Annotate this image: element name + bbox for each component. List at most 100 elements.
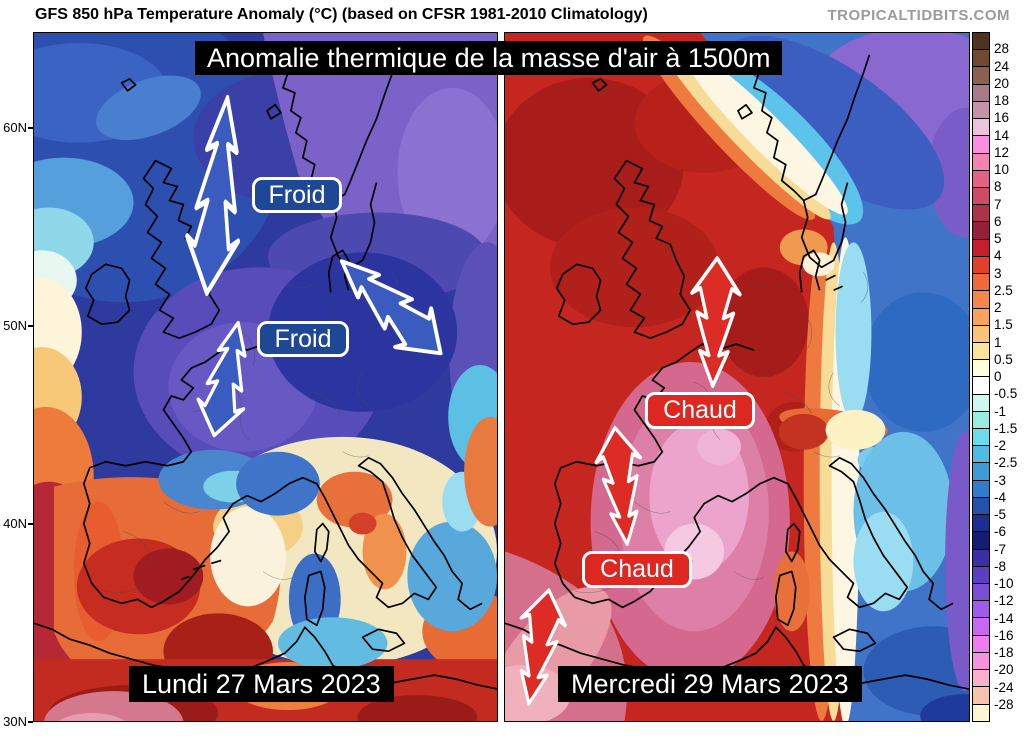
headline-banner: Anomalie thermique de la masse d'air à 1…	[195, 41, 783, 75]
colorbar-labels: 28 24 20 18 16 14 12 10 8 7 6 5 4 3 2.5 2 1.5 1 0.5 0 -0.5 -1…	[994, 32, 1024, 722]
colorbar-tick-label: -2.5	[994, 455, 1018, 471]
colorbar-tick-label: 24	[994, 58, 1010, 74]
colorbar-segment	[973, 462, 989, 480]
colorbar-segment	[973, 307, 989, 325]
colorbar-segment	[973, 221, 989, 239]
cold-label: Froid	[252, 177, 342, 213]
colorbar-segment	[973, 238, 989, 256]
colorbar-segment	[973, 66, 989, 84]
colorbar-segment	[973, 83, 989, 101]
colorbar-segment	[973, 651, 989, 670]
colorbar-tick-label: -18	[994, 645, 1014, 660]
latitude-tick	[28, 523, 33, 525]
cold-label: Froid	[257, 321, 349, 357]
colorbar-segment	[973, 49, 989, 67]
latitude-tick-label: 30N	[3, 714, 27, 729]
colorbar-tick-label: 10	[994, 162, 1010, 177]
latitude-tick-label: 60N	[3, 120, 27, 135]
colorbar-tick-label: 7	[994, 196, 1002, 212]
colorbar-tick-label: 2.5	[994, 282, 1013, 298]
site-watermark: TROPICALTIDBITS.COM	[827, 7, 1010, 24]
latitude-tick-label: 50N	[3, 318, 27, 333]
colorbar-tick-label: -0.5	[994, 386, 1018, 402]
colorbar-tick-label: 3	[994, 265, 1002, 281]
colorbar-segment	[973, 669, 989, 687]
colorbar-segment	[973, 600, 989, 618]
colorbar-tick-label: -1	[994, 403, 1007, 419]
latitude-tick-label: 40N	[3, 516, 27, 531]
colorbar-tick-label: 18	[994, 93, 1010, 108]
colorbar-tick-label: -14	[994, 610, 1014, 626]
colorbar-segment	[973, 204, 989, 222]
colorbar-segment	[973, 152, 989, 170]
colorbar-tick-label: 8	[994, 179, 1002, 195]
colorbar-segment	[973, 135, 989, 153]
colorbar-tick-label: 1	[994, 334, 1002, 350]
colorbar-segment	[973, 33, 989, 50]
colorbar-tick-label: 14	[994, 127, 1010, 143]
date-label-monday: Lundi 27 Mars 2023	[129, 666, 394, 702]
colorbar-segment	[973, 169, 989, 187]
colorbar-tick-label: 2	[994, 300, 1002, 315]
colorbar-tick-label: 4	[994, 248, 1002, 264]
colorbar-segment	[973, 376, 989, 394]
colorbar-segment	[973, 341, 989, 360]
colorbar-segment	[973, 617, 989, 635]
colorbar-tick-label: 20	[994, 75, 1010, 91]
colorbar-tick-label: 16	[994, 110, 1010, 126]
colorbar-tick-label: -6	[994, 524, 1007, 540]
warm-arrow	[684, 249, 747, 393]
colorbar-tick-label: -20	[994, 662, 1014, 678]
colorbar-tick-label: 28	[994, 41, 1010, 57]
colorbar-segment	[973, 496, 989, 515]
colorbar-tick-label: -4	[994, 489, 1007, 505]
colorbar-tick-label: -10	[994, 576, 1014, 591]
colorbar-tick-label: -28	[994, 696, 1014, 712]
colorbar-segment	[973, 255, 989, 274]
colorbar-segment	[973, 273, 989, 291]
colorbar-segment	[973, 186, 989, 205]
colorbar-segment	[973, 428, 989, 446]
colorbar-tick-label: 5	[994, 231, 1002, 246]
colorbar-segment	[973, 118, 989, 136]
latitude-tick	[28, 127, 33, 129]
colorbar-segment	[973, 565, 989, 583]
colorbar-segment	[973, 479, 989, 497]
warm-label: Chaud	[645, 392, 755, 429]
colorbar-tick-label: 0.5	[994, 351, 1013, 367]
colorbar-tick-label: -2	[994, 438, 1007, 453]
colorbar-tick-label: -1.5	[994, 420, 1018, 436]
temperature-field-wednesday	[505, 33, 969, 721]
colorbar-tick-label: -12	[994, 593, 1014, 609]
colorbar	[972, 32, 990, 722]
colorbar-tick-label: -5	[994, 507, 1007, 522]
temperature-field-monday	[34, 33, 497, 721]
page-title: GFS 850 hPa Temperature Anomaly (°C) (ba…	[35, 6, 648, 23]
colorbar-segment	[973, 583, 989, 601]
colorbar-tick-label: -24	[994, 679, 1014, 695]
colorbar-segment	[973, 410, 989, 429]
colorbar-segment	[973, 100, 989, 119]
latitude-tick	[28, 325, 33, 327]
colorbar-tick-label: -16	[994, 627, 1014, 643]
date-label-wednesday: Mercredi 29 Mars 2023	[558, 666, 862, 702]
colorbar-tick-label: -7	[994, 541, 1007, 557]
warm-label: Chaud	[582, 551, 692, 588]
colorbar-segment	[973, 324, 989, 342]
colorbar-tick-label: -3	[994, 472, 1007, 488]
colorbar-segment	[973, 686, 989, 704]
colorbar-segment	[973, 359, 989, 377]
colorbar-segment	[973, 634, 989, 652]
colorbar-segment	[973, 393, 989, 411]
colorbar-segment	[973, 514, 989, 532]
colorbar-segment	[973, 548, 989, 566]
colorbar-tick-label: 12	[994, 144, 1010, 160]
colorbar-segment	[973, 531, 989, 549]
colorbar-tick-label: 1.5	[994, 317, 1013, 333]
colorbar-tick-label: 0	[994, 369, 1002, 384]
colorbar-tick-label: -8	[994, 558, 1007, 574]
latitude-tick	[28, 721, 33, 723]
map-panel-wednesday	[504, 32, 970, 722]
colorbar-segment	[973, 290, 989, 308]
